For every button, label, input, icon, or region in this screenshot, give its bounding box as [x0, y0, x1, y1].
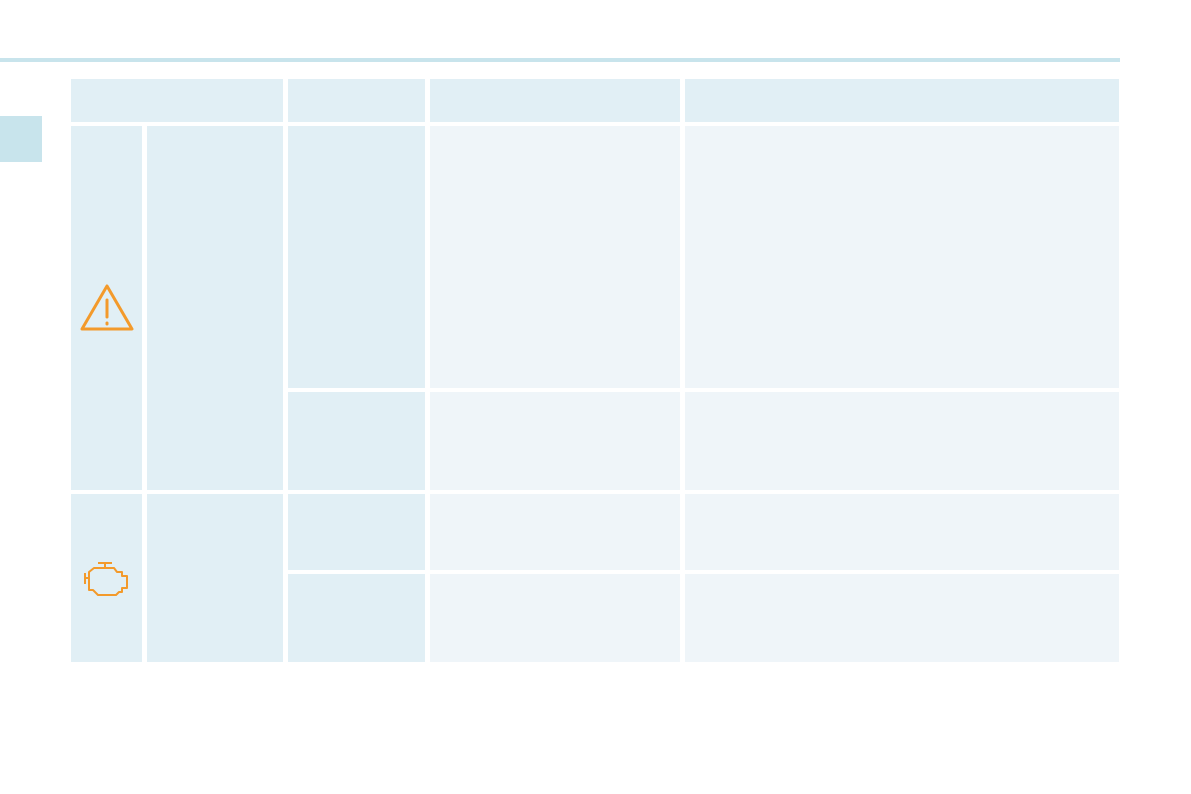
- engine-check-icon: [83, 562, 128, 596]
- state-cell: [288, 574, 425, 662]
- state-cell: [288, 392, 425, 490]
- action-cell: [685, 392, 1119, 490]
- cause-cell: [430, 494, 680, 570]
- action-cell: [685, 126, 1119, 388]
- header-cell-indicator: [71, 79, 283, 122]
- state-cell: [288, 126, 425, 388]
- warning-triangle-icon: [80, 284, 133, 331]
- section-tab[interactable]: [0, 116, 42, 162]
- name-cell: [147, 494, 283, 662]
- top-divider: [0, 58, 1120, 62]
- icon-cell: [71, 126, 142, 490]
- name-cell: [147, 126, 283, 490]
- action-cell: [685, 494, 1119, 570]
- cause-cell: [430, 392, 680, 490]
- icon-cell: [71, 494, 142, 662]
- header-cell-action: [685, 79, 1119, 122]
- cause-cell: [430, 574, 680, 662]
- header-cell-state: [288, 79, 425, 122]
- state-cell: [288, 494, 425, 570]
- action-cell: [685, 574, 1119, 662]
- cause-cell: [430, 126, 680, 388]
- header-cell-cause: [430, 79, 680, 122]
